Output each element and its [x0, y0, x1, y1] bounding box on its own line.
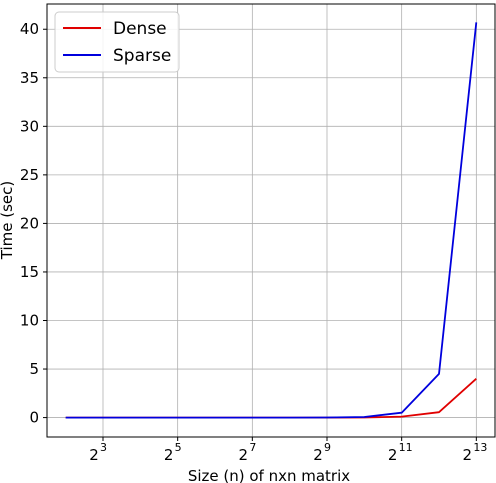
x-tick-label: 2 — [89, 446, 99, 464]
y-axis-label: Time (sec) — [0, 181, 16, 260]
y-tick-label: 40 — [20, 20, 39, 38]
x-tick-exponent: 5 — [175, 441, 182, 454]
x-tick-label: 2 — [239, 446, 249, 464]
y-tick-label: 35 — [20, 69, 39, 87]
x-tick-label: 2 — [313, 446, 323, 464]
legend-label-dense: Dense — [113, 19, 167, 39]
y-tick-label: 25 — [20, 166, 39, 184]
x-axis-ticks: 2 3 2 5 2 7 2 9 2 11 2 13 — [89, 437, 487, 464]
y-tick-label: 20 — [20, 214, 39, 232]
grid-lines — [47, 4, 495, 437]
series-line-sparse — [65, 22, 478, 419]
x-tick-exponent: 13 — [473, 441, 487, 454]
y-tick-label: 10 — [20, 311, 39, 329]
x-tick-label: 2 — [388, 446, 398, 464]
x-tick-exponent: 9 — [324, 441, 331, 454]
x-tick-label: 2 — [164, 446, 174, 464]
x-tick-exponent: 7 — [249, 441, 256, 454]
series-lines — [65, 22, 478, 419]
x-tick-exponent: 3 — [100, 441, 107, 454]
x-axis-label: Size (n) of nxn matrix — [188, 467, 350, 483]
y-tick-label: 0 — [29, 409, 39, 427]
x-tick-label: 2 — [463, 446, 473, 464]
y-tick-label: 15 — [20, 263, 39, 281]
y-axis-ticks: 0 5 10 15 20 25 30 35 40 — [20, 20, 47, 427]
y-tick-label: 5 — [29, 360, 39, 378]
plot-frame — [46, 3, 496, 438]
y-tick-label: 30 — [20, 117, 39, 135]
x-tick-exponent: 11 — [399, 441, 413, 454]
legend: Dense Sparse — [54, 11, 180, 73]
legend-label-sparse: Sparse — [113, 46, 171, 66]
